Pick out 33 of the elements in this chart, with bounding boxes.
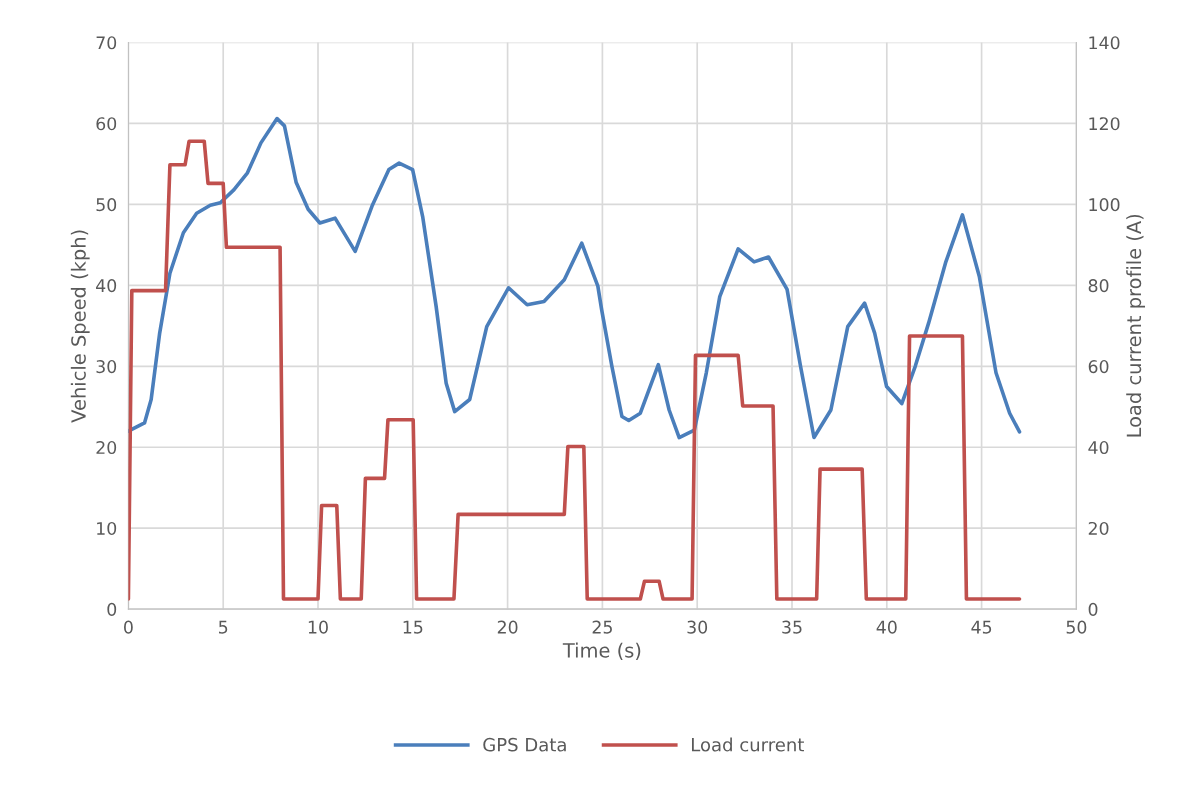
x-tick-label: 5 (219, 620, 228, 634)
y2-tick-label: 60 (1088, 360, 1109, 374)
x-tick-label: 30 (687, 620, 708, 634)
y2-tick-label: 140 (1089, 36, 1120, 50)
y-tick-label: 40 (96, 279, 117, 293)
y2-tick-label: 120 (1089, 117, 1120, 131)
y2-tick-label: 100 (1089, 198, 1120, 212)
y-axis-title: Vehicle Speed (kph) (70, 230, 90, 423)
y-tick-label: 20 (96, 440, 117, 455)
y-tick-label: 0 (107, 602, 117, 616)
line-series (128, 139, 1022, 601)
x-tick-label: 50 (1066, 620, 1087, 634)
x-tick-label: 35 (782, 620, 802, 634)
y2-axis-title: Load current profile (A) (1126, 214, 1146, 437)
x-tick-label: 15 (403, 620, 423, 634)
x-tick-label: 10 (308, 620, 328, 634)
y-tick-label: 50 (96, 198, 117, 212)
y2-tick-label: 80 (1088, 279, 1109, 293)
x-axis-title: Time (s) (562, 642, 641, 660)
y-tick-label: 60 (96, 117, 117, 131)
x-tick-label: 25 (592, 620, 612, 634)
x-tick-label: 0 (124, 620, 133, 634)
legend-label: Load current (692, 737, 804, 752)
y2-tick-label: 0 (1088, 602, 1098, 616)
x-tick-label: 20 (497, 620, 518, 634)
y-tick-label: 70 (96, 36, 117, 50)
y-tick-label: 10 (97, 521, 117, 536)
x-tick-label: 45 (971, 620, 992, 634)
y2-tick-label: 20 (1088, 521, 1109, 536)
x-tick-label: 40 (876, 620, 897, 634)
y-tick-label: 30 (96, 360, 117, 374)
legend-label: GPS Data (483, 737, 566, 752)
y2-tick-label: 40 (1088, 440, 1109, 455)
